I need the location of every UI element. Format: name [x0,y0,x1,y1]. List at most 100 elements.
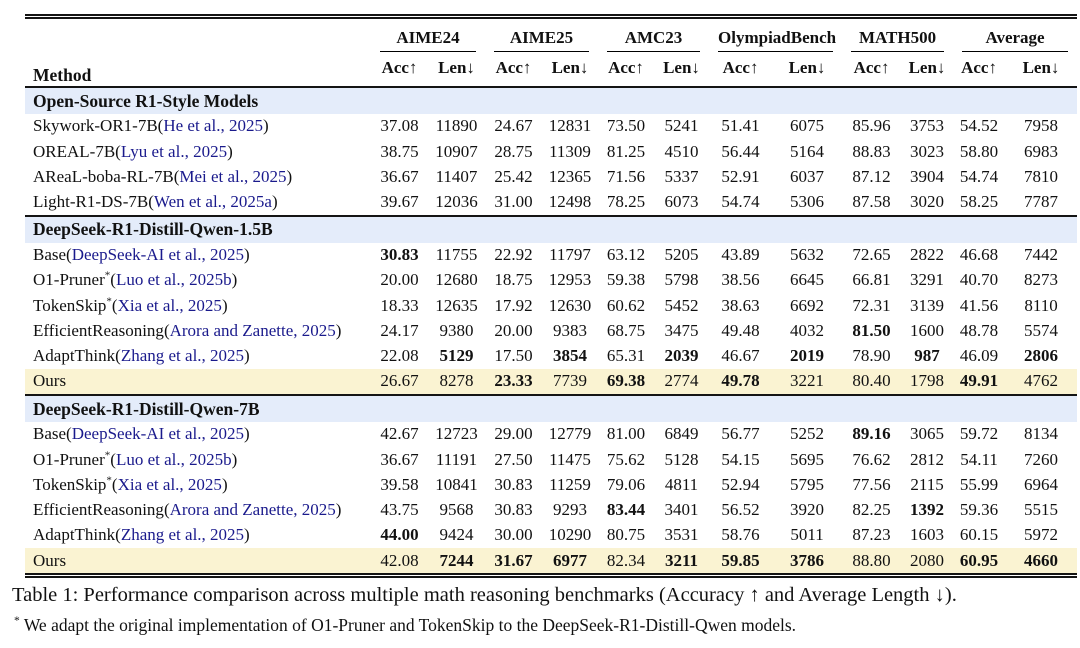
len-value: 7810 [1024,166,1059,186]
section-title: Open-Source R1-Style Models [25,87,1078,114]
len-value: 1798 [901,368,954,395]
len-header: Len↓ [551,58,589,77]
acc-header: Acc↑ [961,58,997,77]
acc-value: 38.56 [721,270,760,290]
method-cell: Ours [25,548,371,574]
results-table: Method AIME24 AIME25 AMC23 OlympiadBench… [25,19,1078,574]
citation-link[interactable]: Mei et al., 2025 [179,166,287,186]
citation-link[interactable]: Xia et al., 2025 [117,295,222,315]
method-name: O1-Pruner [33,270,105,290]
acc-value: 54.74 [959,166,999,186]
len-value: 6977 [542,548,598,574]
len-value: 2039 [664,346,699,366]
len-value: 12779 [548,424,592,444]
acc-value: 51.41 [721,116,760,136]
acc-value: 58.76 [721,525,760,545]
len-value: 11259 [549,474,591,494]
group-header-amc23: AMC23 [598,19,709,52]
len-value: 4762 [1005,368,1078,395]
citation-link[interactable]: Xia et al., 2025 [117,474,222,494]
len-value: 8110 [1024,295,1058,315]
footnote-text: We adapt the original implementation of … [23,615,797,635]
citation-link[interactable]: Luo et al., 2025b [115,449,232,469]
citation-link[interactable]: Arora and Zanette, 2025 [169,320,336,340]
len-value: 6983 [1024,141,1059,161]
len-value: 5011 [790,525,824,545]
citation-link[interactable]: DeepSeek-AI et al., 2025 [71,245,245,265]
len-value: 3023 [910,141,945,161]
acc-value: 44.00 [380,525,419,545]
acc-value: 89.16 [852,424,891,444]
acc-value: 43.75 [380,500,419,520]
acc-value: 38.75 [380,141,419,161]
acc-value: 58.80 [959,141,999,161]
method-name: AReaL-boba-RL-7B [33,166,174,186]
acc-value: 87.58 [852,192,891,212]
acc-value: 88.80 [842,548,902,574]
acc-value: 54.11 [960,449,998,469]
len-value: 4660 [1005,548,1078,574]
len-value: 7244 [428,548,485,574]
citation-link[interactable]: Zhang et al., 2025 [120,346,245,366]
citation-link[interactable]: Zhang et al., 2025 [120,525,245,545]
len-value: 11475 [549,449,591,469]
len-value: 5129 [439,346,474,366]
table-row: Base(DeepSeek-AI et al., 2025) 30.83 11755… [25,243,1077,268]
len-value: 3854 [553,346,587,366]
len-value: 4811 [664,474,699,494]
len-value: 3221 [772,368,843,395]
acc-value: 66.81 [852,270,891,290]
method-cell: EfficientReasoning(Arora and Zanette, 20… [33,500,342,520]
len-value: 12036 [435,192,478,212]
method-cell: AReaL-boba-RL-7B(Mei et al., 2025) [33,166,293,186]
table-row: O1-Pruner*(Luo et al., 2025b) 36.67 11191 2… [25,447,1077,472]
method-cell: O1-Pruner*(Luo et al., 2025b) [33,269,238,290]
len-value: 2115 [910,474,944,494]
citation-link[interactable]: Arora and Zanette, 2025 [169,500,336,520]
table-row: EfficientReasoning(Arora and Zanette, 20… [25,318,1077,343]
acc-value: 54.52 [959,116,999,136]
acc-value: 81.25 [606,141,646,161]
citation-link[interactable]: DeepSeek-AI et al., 2025 [71,424,245,444]
len-value: 6075 [790,116,825,136]
acc-value: 80.75 [606,525,646,545]
len-value: 6692 [790,295,825,315]
acc-value: 48.78 [959,320,999,340]
len-value: 5795 [790,474,825,494]
len-value: 5128 [664,449,699,469]
len-value: 5574 [1024,320,1059,340]
method-name: Ours [33,550,67,570]
acc-value: 41.56 [959,295,999,315]
citation-link[interactable]: Wen et al., 2025a [153,192,272,212]
method-cell: Light-R1-DS-7B(Wen et al., 2025a) [33,192,278,212]
table-row: Base(DeepSeek-AI et al., 2025) 42.67 12723… [25,422,1077,447]
acc-value: 83.44 [606,500,646,520]
group-header-aime25: AIME25 [485,19,598,52]
len-value: 7958 [1024,116,1059,136]
len-value: 8134 [1024,424,1059,444]
citation-link[interactable]: Lyu et al., 2025 [120,141,228,161]
acc-value: 30.83 [494,500,533,520]
len-value: 8278 [428,368,485,395]
citation-link[interactable]: He et al., 2025 [163,116,263,136]
len-value: 6073 [664,192,699,212]
acc-value: 81.00 [606,424,646,444]
acc-value: 27.50 [494,449,533,469]
len-value: 6849 [664,424,699,444]
len-value: 5515 [1024,500,1059,520]
len-value: 11191 [435,449,478,469]
method-name: Base [33,424,67,444]
method-name: TokenSkip [33,474,107,494]
table-row: AdaptThink(Zhang et al., 2025) 44.00 9424 3… [25,523,1077,548]
acc-value: 18.75 [494,270,533,290]
acc-header: Acc↑ [608,58,644,77]
len-value: 12498 [548,192,592,212]
acc-value: 63.12 [606,245,646,265]
acc-value: 49.78 [709,368,773,395]
acc-value: 59.85 [709,548,773,574]
citation-link[interactable]: Luo et al., 2025b [115,270,232,290]
acc-value: 85.96 [852,116,891,136]
acc-header: Acc↑ [853,58,890,77]
acc-value: 72.31 [852,295,891,315]
len-value: 12630 [548,295,592,315]
